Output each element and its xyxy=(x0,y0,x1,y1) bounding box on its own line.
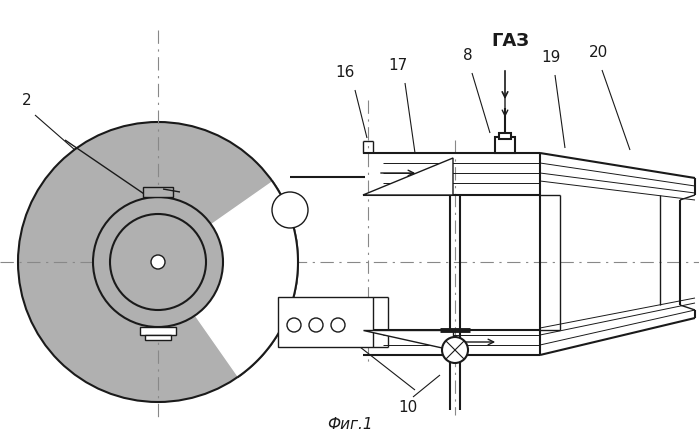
Circle shape xyxy=(287,318,301,332)
Bar xyxy=(143,187,173,197)
Circle shape xyxy=(442,337,468,363)
Polygon shape xyxy=(158,182,298,376)
Circle shape xyxy=(331,318,345,332)
Text: 19: 19 xyxy=(541,50,561,65)
Circle shape xyxy=(309,318,323,332)
Text: Фиг.1: Фиг.1 xyxy=(327,417,373,432)
Bar xyxy=(278,297,373,347)
Text: 10: 10 xyxy=(398,400,417,415)
Bar xyxy=(140,327,176,335)
Text: 8: 8 xyxy=(463,48,473,63)
Circle shape xyxy=(93,197,223,327)
Circle shape xyxy=(151,255,165,269)
Text: 17: 17 xyxy=(389,58,408,73)
Circle shape xyxy=(18,122,298,402)
Circle shape xyxy=(272,192,308,228)
Bar xyxy=(495,137,515,153)
Text: ГАЗ: ГАЗ xyxy=(491,32,529,50)
Bar xyxy=(499,133,511,139)
Text: 20: 20 xyxy=(589,45,607,60)
Polygon shape xyxy=(363,158,453,195)
Bar xyxy=(145,335,171,340)
Polygon shape xyxy=(363,330,453,350)
Text: 2: 2 xyxy=(22,93,31,108)
Circle shape xyxy=(110,214,206,310)
Text: 16: 16 xyxy=(336,65,354,80)
